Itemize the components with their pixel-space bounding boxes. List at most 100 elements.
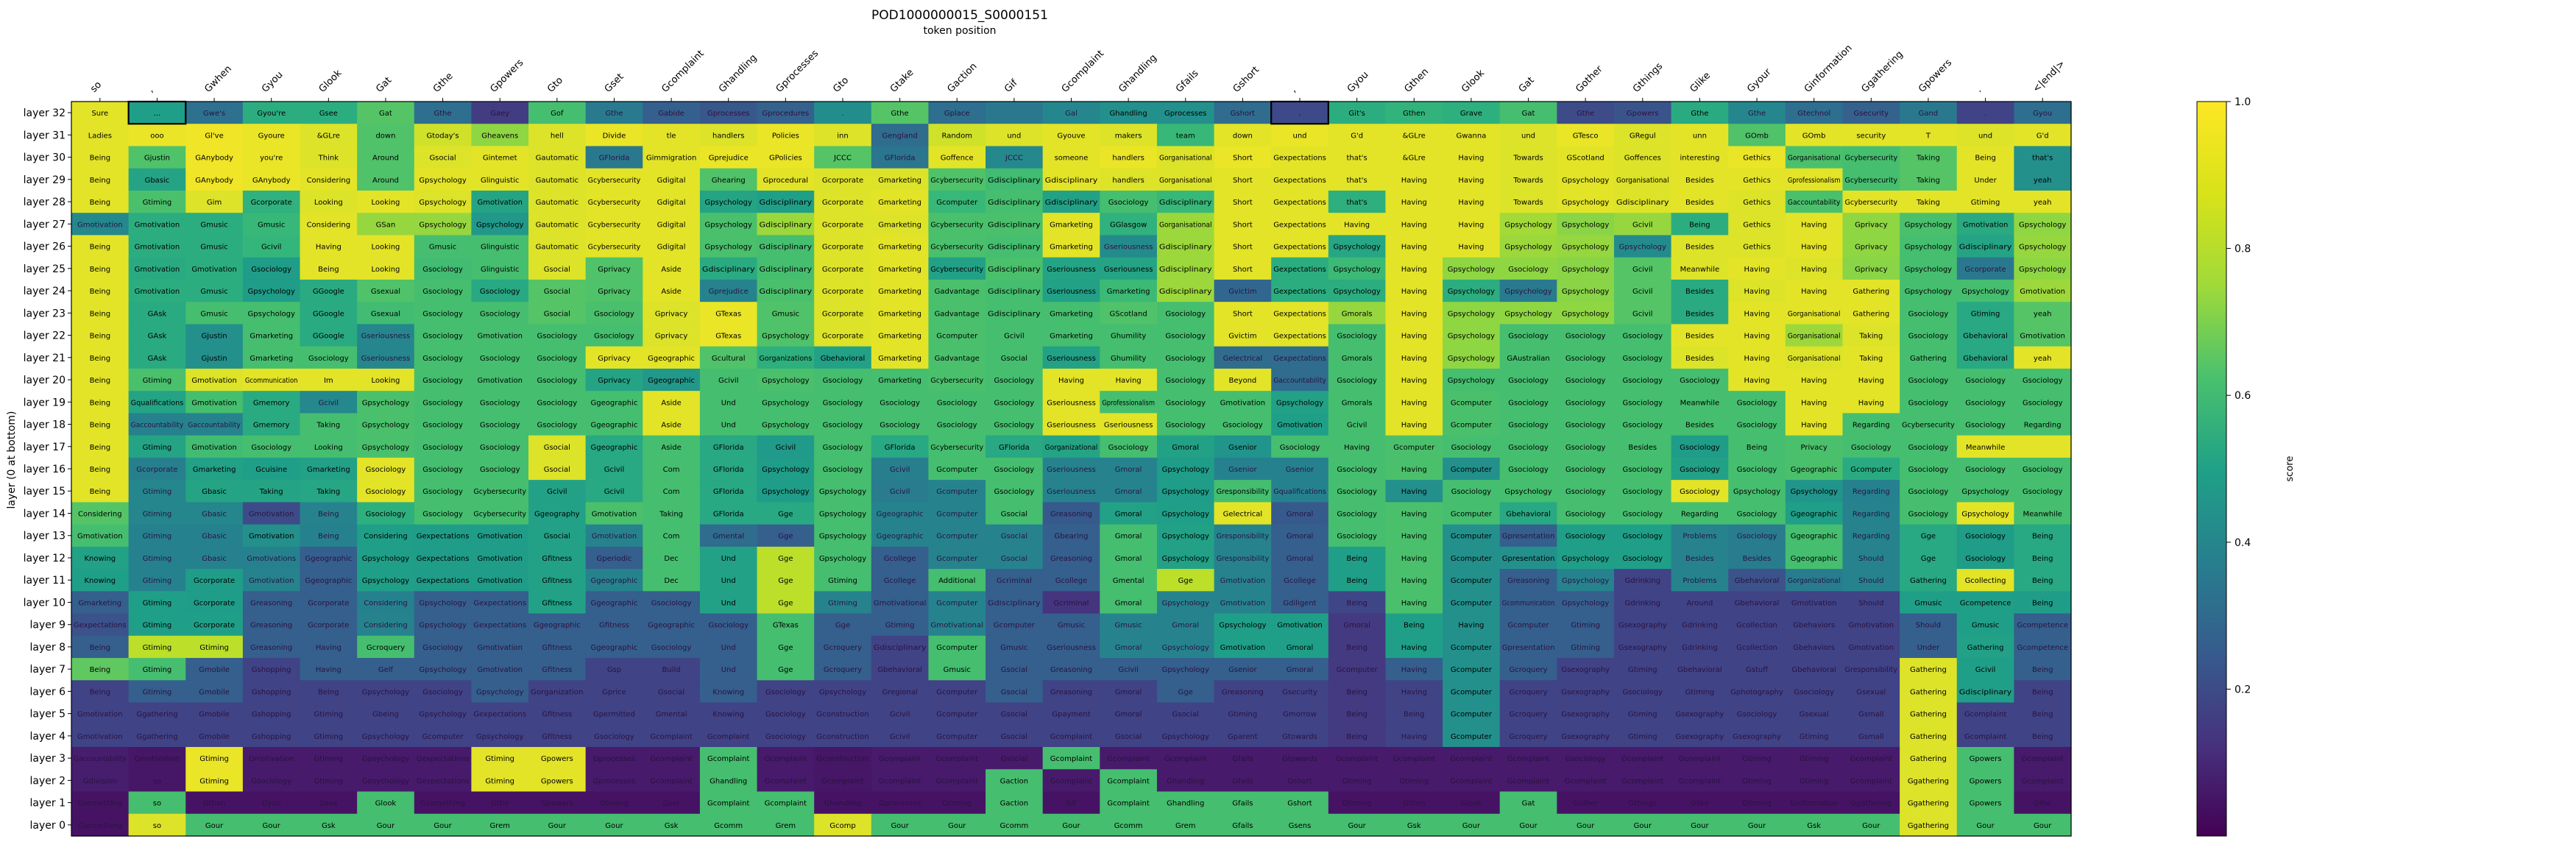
cell-label: Gelectrical xyxy=(1223,355,1263,363)
heatmap-cell xyxy=(643,257,701,280)
heatmap-cell xyxy=(185,346,244,369)
cell-label: Gpresentation xyxy=(1502,533,1555,541)
cell-label: Additional xyxy=(938,577,975,585)
cell-label: Gaccountability xyxy=(131,422,184,430)
heatmap-cell xyxy=(1842,569,1900,592)
cell-label: Gcybersecurity xyxy=(473,510,526,518)
heatmap-cell xyxy=(300,702,358,726)
heatmap-cell xyxy=(1956,702,2014,726)
cell-label: Gbehaviors xyxy=(1793,622,1835,630)
cell-label: Gsociology xyxy=(422,466,463,474)
cell-label: Gregional xyxy=(882,688,917,696)
cell-label: Gdisciplinary xyxy=(702,266,755,274)
cell-label: Ggeographic xyxy=(1791,510,1838,518)
heatmap-cell xyxy=(528,502,587,525)
cell-label: Gcomplaint xyxy=(1850,777,1892,785)
cell-label: Gcomputer xyxy=(1451,555,1493,563)
cell-label: Gmotivation xyxy=(477,533,523,541)
heatmap-cell xyxy=(1956,747,2014,770)
heatmap-cell xyxy=(528,102,587,124)
y-tick-label: layer 9 xyxy=(30,620,66,631)
cell-label: Gsociology xyxy=(823,399,863,407)
heatmap-cell xyxy=(585,502,643,525)
cell-label: Gqualifications xyxy=(131,399,184,407)
heatmap-cell xyxy=(1900,613,1958,637)
cell-label: Gmusic xyxy=(1058,622,1085,630)
heatmap-cell xyxy=(71,413,130,436)
cell-label: Gsk xyxy=(1407,822,1421,830)
cell-label: Gprivacy xyxy=(1855,221,1888,229)
cell-label: Gathering xyxy=(1853,310,1889,318)
cell-label: Gmemory xyxy=(253,422,290,430)
cell-label: Gmarketing xyxy=(878,355,921,363)
colorbar-tick-label: 0.6 xyxy=(2234,390,2251,402)
cell-label: GGlasgow xyxy=(1110,221,1147,229)
cell-label: Gcivil xyxy=(1632,221,1653,229)
heatmap-cell xyxy=(528,346,587,369)
heatmap-cell xyxy=(414,724,472,748)
heatmap-cell xyxy=(185,168,244,191)
heatmap-cell xyxy=(1557,524,1615,548)
heatmap-cell xyxy=(1214,635,1272,659)
cell-label: Gpsychology xyxy=(1162,599,1209,607)
y-tick-label: layer 3 xyxy=(30,753,66,765)
y-tick-label: layer 22 xyxy=(24,330,66,342)
cell-label: Gsecurity xyxy=(1853,110,1889,118)
heatmap-cell xyxy=(185,435,244,458)
cell-label: Gprivacy xyxy=(598,288,631,296)
cell-label: Gof xyxy=(551,110,564,118)
cell-label: Gexpectations xyxy=(1273,333,1326,341)
heatmap-cell xyxy=(1499,190,1557,213)
heatmap-cell xyxy=(1042,613,1100,637)
cell-label: Ggeographic xyxy=(1791,555,1838,563)
cell-label: Gmotivation xyxy=(1849,622,1894,630)
cell-label: Besides xyxy=(1685,422,1714,430)
cell-label: Gdisciplinary xyxy=(988,266,1041,274)
heatmap-cell xyxy=(1214,457,1272,481)
cell-label: Gcomplaint xyxy=(879,777,921,785)
cell-label: Gsociology xyxy=(422,644,463,652)
cell-label: Gorganisational xyxy=(1788,310,1841,318)
cell-label: Gelectrical xyxy=(1223,510,1263,518)
heatmap-cell xyxy=(2014,279,2072,302)
heatmap-cell xyxy=(300,146,358,169)
heatmap-cell xyxy=(71,257,130,280)
cell-label: Gsociology xyxy=(1908,399,1949,407)
cell-label: inn xyxy=(837,132,848,140)
y-tick-label: layer 21 xyxy=(24,353,66,364)
heatmap-cell xyxy=(928,146,986,169)
heatmap-cell xyxy=(71,724,130,748)
heatmap-cell xyxy=(300,302,358,325)
cell-label: Meanwhile xyxy=(1966,444,2005,452)
heatmap-cell xyxy=(1671,257,1729,280)
cell-label: Gsocial xyxy=(1115,733,1142,741)
cell-label: Gtiming xyxy=(143,555,172,563)
heatmap-cell xyxy=(585,368,643,392)
heatmap-cell xyxy=(1956,546,2014,570)
heatmap-cell xyxy=(1956,279,2014,302)
heatmap-cell xyxy=(185,457,244,481)
heatmap-cell xyxy=(1785,324,1844,347)
heatmap-cell xyxy=(300,635,358,659)
heatmap-cell xyxy=(1156,591,1215,615)
cell-label: Gcroquery xyxy=(1509,711,1547,719)
heatmap-cell xyxy=(986,702,1044,726)
cell-label: Gcollege xyxy=(1055,577,1088,585)
heatmap-cell xyxy=(757,279,815,302)
heatmap-cell xyxy=(814,391,872,414)
cell-label: Gethics xyxy=(1743,221,1771,229)
cell-label: Gsociology xyxy=(1680,488,1720,496)
cell-label: Gshort xyxy=(1231,110,1256,118)
heatmap-cell xyxy=(757,502,815,525)
cell-label: Gdisciplinary xyxy=(1959,688,2012,696)
cell-label: Gge xyxy=(1178,577,1193,585)
heatmap-cell xyxy=(1271,168,1329,191)
heatmap-cell xyxy=(928,168,986,191)
heatmap-cell xyxy=(1499,257,1557,280)
heatmap-cell xyxy=(300,279,358,302)
heatmap-cell xyxy=(986,368,1044,392)
heatmap-cell xyxy=(814,680,872,704)
heatmap-cell xyxy=(1100,368,1158,392)
heatmap-cell xyxy=(1214,279,1272,302)
cell-label: Gyou xyxy=(262,800,281,808)
